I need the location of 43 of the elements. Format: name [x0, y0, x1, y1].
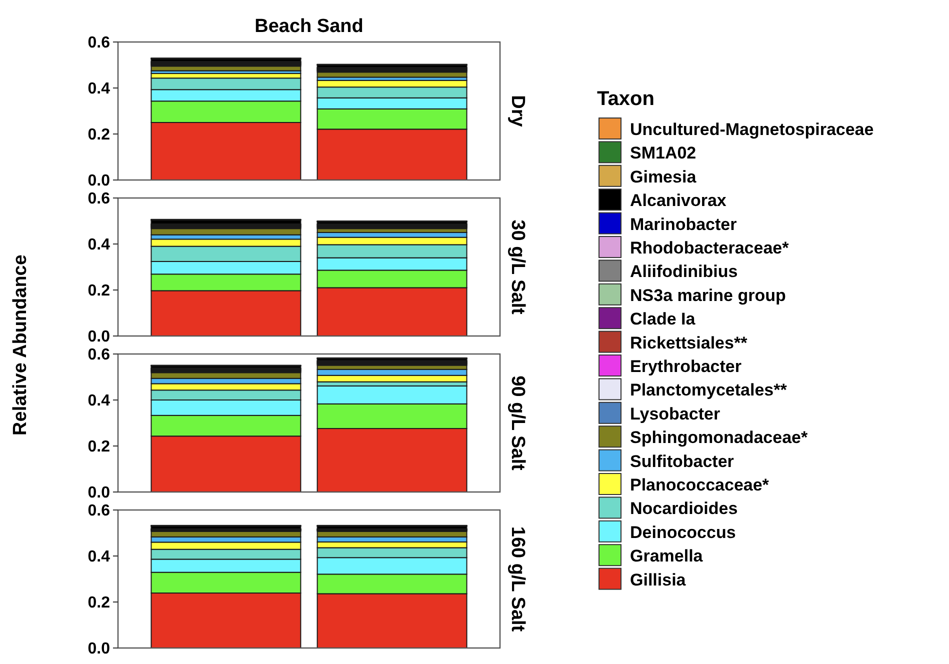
- legend-label: Uncultured-Magnetospiraceae: [630, 120, 874, 139]
- y-tick-label: 0.6: [88, 502, 110, 520]
- legend-label: Deinococcus: [630, 522, 736, 542]
- y-tick-label: 0.6: [88, 346, 110, 364]
- legend-label: Rhodobacteraceae*: [630, 238, 790, 258]
- legend-label: NS3a marine group: [630, 286, 786, 305]
- legend-label: Clade Ia: [630, 310, 696, 329]
- y-tick-label: 0.2: [88, 594, 110, 612]
- y-tick-label: 0.6: [88, 190, 110, 208]
- legend-label: Sulfitobacter: [630, 452, 734, 471]
- y-tick-label: 0.2: [88, 438, 110, 456]
- y-tick-label: 0.4: [88, 80, 110, 98]
- legend-label: Gimesia: [630, 167, 697, 186]
- legend-label: Nocardioides: [630, 499, 738, 518]
- y-tick-label: 0.0: [88, 640, 110, 658]
- legend-label: Alcanivorax: [630, 191, 727, 210]
- text: Dry: [507, 95, 528, 128]
- legend-title: Taxon: [597, 88, 654, 110]
- y-tick-label: 0.4: [88, 548, 110, 566]
- legend-label: Gillisia: [630, 570, 686, 590]
- y-tick-label: 0.4: [88, 236, 110, 254]
- legend-label: Sphingomonadaceae*: [630, 428, 808, 448]
- legend-label: Planctomycetales**: [630, 380, 788, 400]
- y-tick-label: 0.4: [88, 392, 110, 410]
- legend-label: Gramella: [630, 546, 704, 566]
- text: 30 g/L Salt: [507, 220, 528, 316]
- y-axis-title: Relative Abundance: [10, 254, 31, 436]
- legend-label: SM1A02: [630, 144, 696, 163]
- text: 90 g/L Salt: [507, 376, 528, 472]
- legend-label: Lysobacter: [630, 404, 720, 424]
- legend-label: Rickettsiales**: [630, 333, 748, 352]
- legend-label: Erythrobacter: [630, 356, 742, 376]
- y-tick-label: 0.0: [88, 172, 110, 190]
- legend-label: Planococcaceae*: [630, 475, 770, 494]
- chart-title: Beach Sand: [254, 16, 364, 37]
- legend-label: Aliifodinibius: [630, 262, 738, 282]
- text: 160 g/L Salt: [507, 526, 528, 632]
- y-tick-label: 0.0: [88, 328, 110, 346]
- y-tick-label: 0.0: [88, 484, 110, 502]
- y-tick-label: 0.2: [88, 282, 110, 300]
- y-tick-label: 0.2: [88, 126, 110, 144]
- y-tick-label: 0.6: [88, 34, 110, 52]
- legend-label: Marinobacter: [630, 214, 738, 234]
